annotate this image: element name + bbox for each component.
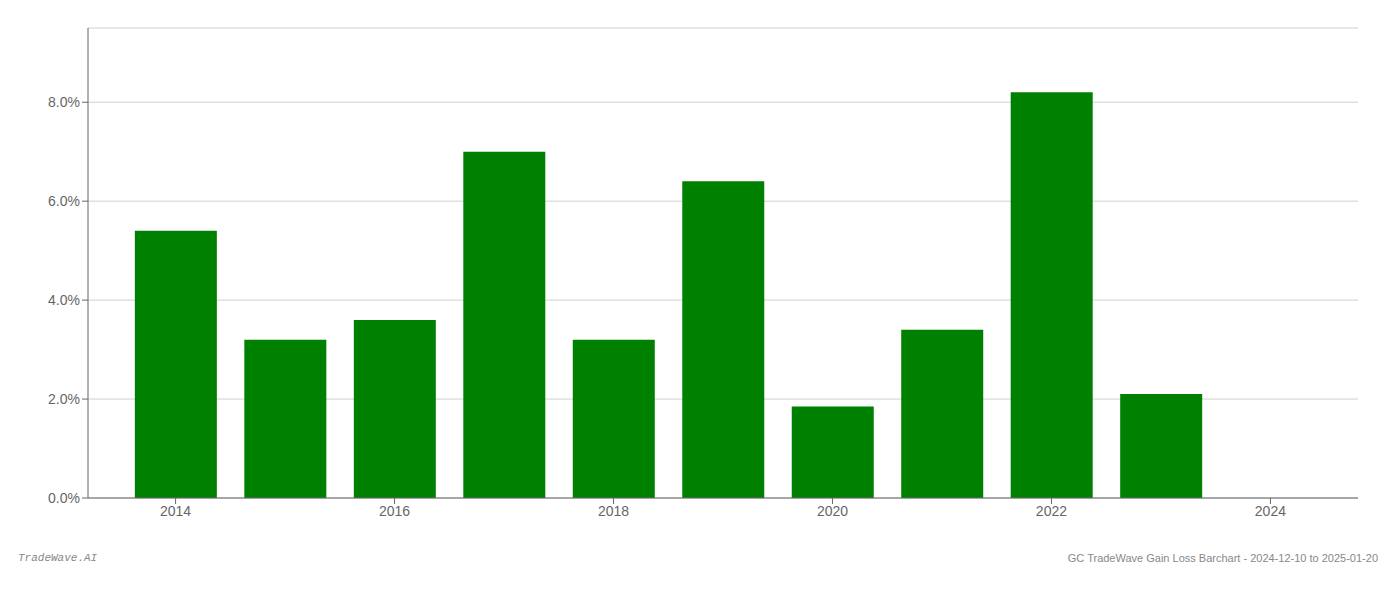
svg-text:2016: 2016 [379,503,410,519]
svg-text:2022: 2022 [1036,503,1067,519]
svg-text:2014: 2014 [160,503,191,519]
svg-text:2.0%: 2.0% [48,391,80,407]
html-text:GC TradeWave Gain Loss Barchar: GC TradeWave Gain Loss Barchart - 2024-1… [1067,552,1378,564]
svg-text:2024: 2024 [1255,503,1286,519]
svg-text:6.0%: 6.0% [48,193,80,209]
svg-text:8.0%: 8.0% [48,94,80,110]
svg-text:2020: 2020 [817,503,848,519]
svg-text:4.0%: 4.0% [48,292,80,308]
svg-text:2018: 2018 [598,503,629,519]
html-text:TradeWave.AI: TradeWave.AI [18,552,98,564]
svg-text:0.0%: 0.0% [48,490,80,506]
